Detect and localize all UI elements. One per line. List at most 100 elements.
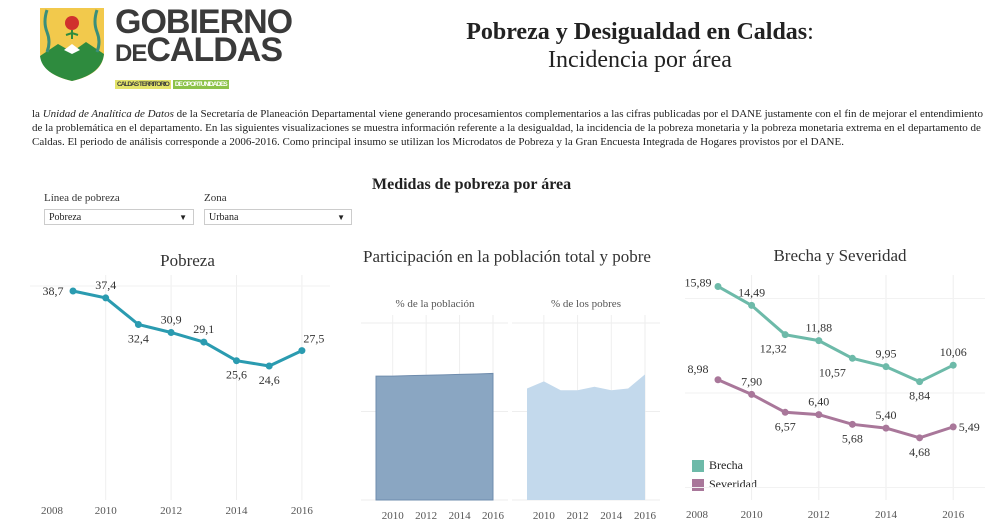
brecha-point bbox=[848, 354, 856, 362]
severidad-line bbox=[717, 378, 954, 440]
x-tick-label: 2012 bbox=[567, 510, 589, 522]
logo-tag1: CALDAS TERRITORIO bbox=[115, 80, 171, 89]
pobreza-point bbox=[265, 362, 273, 370]
pobreza-point bbox=[167, 328, 175, 336]
brecha-point bbox=[714, 282, 722, 290]
pobreza-point bbox=[200, 338, 208, 346]
brecha-point bbox=[815, 337, 823, 345]
pobreza-point bbox=[298, 347, 306, 355]
x-tick-label: 2016 bbox=[942, 509, 965, 521]
legend-swatch-brecha bbox=[692, 460, 704, 473]
pobreza-point bbox=[233, 357, 240, 365]
intro-paragraph: la Unidad de Analítica de Datos de la Se… bbox=[32, 107, 992, 149]
participacion-chart-title: Participación en la población total y po… bbox=[363, 247, 651, 266]
logo bbox=[38, 6, 106, 87]
severidad-point bbox=[882, 424, 890, 432]
legend-swatch-severidad bbox=[692, 479, 704, 492]
section-title: Medidas de pobreza por área bbox=[372, 176, 572, 193]
title-main: Pobreza y Desigualdad en Caldas bbox=[466, 19, 808, 45]
x-tick-label: 2014 bbox=[226, 505, 249, 517]
pobreza-point bbox=[102, 294, 110, 302]
logo-line2: CALDAS bbox=[146, 31, 283, 69]
intro-italic: Unidad de Analítica de Datos bbox=[42, 108, 174, 120]
x-tick-label: 2016 bbox=[291, 505, 314, 517]
caldas-shield-icon bbox=[40, 8, 104, 81]
severidad-data-label: 6,57 bbox=[775, 419, 796, 433]
zona-select[interactable]: Urbana ▼ bbox=[204, 209, 352, 225]
chevron-down-icon: ▼ bbox=[179, 213, 187, 222]
x-tick-label: 2016 bbox=[634, 510, 657, 522]
brecha-data-label: 15,89 bbox=[685, 275, 712, 289]
chevron-down-icon: ▼ bbox=[337, 213, 345, 222]
severidad-data-label: 5,40 bbox=[876, 408, 897, 422]
brecha-point bbox=[916, 378, 924, 386]
brecha-point bbox=[781, 331, 789, 339]
x-tick-label: 2010 bbox=[95, 505, 118, 517]
page-title: Pobreza y Desigualdad en Caldas: Inciden… bbox=[400, 18, 880, 74]
legend-label-brecha: Brecha bbox=[709, 458, 743, 472]
severidad-point bbox=[916, 434, 924, 442]
page-subtitle: Incidencia por área bbox=[548, 47, 732, 73]
intro-text: de la Secretaría de Planeación Departame… bbox=[32, 108, 983, 148]
severidad-point bbox=[714, 376, 722, 384]
area-poblacion bbox=[375, 372, 494, 501]
intro-prefix: la bbox=[32, 108, 43, 120]
x-tick-label: 2014 bbox=[449, 510, 472, 522]
x-tick-label: 2014 bbox=[600, 510, 623, 522]
brecha-point bbox=[748, 301, 756, 309]
brecha-data-label: 10,06 bbox=[940, 345, 967, 359]
brecha-data-label: 9,95 bbox=[876, 347, 897, 361]
linea-select[interactable]: Pobreza ▼ bbox=[44, 209, 194, 225]
zona-value: Urbana bbox=[209, 212, 239, 223]
brecha-data-label: 11,88 bbox=[806, 321, 833, 335]
severidad-data-label: 7,90 bbox=[741, 374, 762, 388]
severidad-data-label: 5,68 bbox=[842, 431, 863, 445]
brecha-line bbox=[717, 285, 954, 384]
pobreza-data-label: 25,6 bbox=[226, 368, 247, 382]
pobreza-data-label: 38,7 bbox=[43, 284, 64, 298]
pobreza-point bbox=[134, 321, 142, 329]
logo-de: DE bbox=[115, 40, 147, 67]
pobreza-data-label: 24,6 bbox=[259, 373, 280, 387]
x-tick-label: 2012 bbox=[160, 505, 182, 517]
logo-line1: GOBIERNO bbox=[115, 3, 293, 41]
pobreza-data-label: 32,4 bbox=[128, 332, 149, 346]
logo-tag2: DE OPORTUNIDADES bbox=[172, 80, 229, 89]
severidad-point bbox=[748, 390, 756, 398]
x-tick-label: 2010 bbox=[382, 510, 405, 522]
pobreza-data-label: 37,4 bbox=[95, 278, 116, 292]
severidad-point bbox=[848, 420, 856, 428]
pobreza-point bbox=[69, 287, 77, 295]
x-tick-label: 2014 bbox=[875, 509, 898, 521]
x-tick-label: 2010 bbox=[533, 510, 556, 522]
panel-label-poblacion: % de la población bbox=[395, 298, 475, 310]
pobreza-data-label: 29,1 bbox=[193, 322, 214, 336]
severidad-data-label: 5,49 bbox=[959, 420, 980, 434]
brecha-data-label: 8,84 bbox=[909, 389, 930, 403]
severidad-point bbox=[949, 423, 957, 431]
x-tick-label: 2016 bbox=[482, 510, 505, 522]
brecha-data-label: 10,57 bbox=[819, 365, 846, 379]
severidad-point bbox=[781, 408, 789, 416]
severidad-data-label: 6,40 bbox=[808, 395, 829, 409]
brecha-data-label: 12,32 bbox=[760, 342, 787, 356]
zona-label: Zona bbox=[204, 192, 227, 204]
linea-label: Línea de pobreza bbox=[44, 192, 120, 204]
logo-wordmark: GOBIERNO DECALDAS CALDAS TERRITORIO DE OP… bbox=[115, 3, 293, 90]
title-colon: : bbox=[807, 19, 814, 45]
brecha-point bbox=[949, 361, 957, 369]
x-tick-label: 2012 bbox=[415, 510, 437, 522]
pobreza-data-label: 30,9 bbox=[161, 312, 182, 326]
x-tick-label: 2012 bbox=[808, 509, 830, 521]
area-pobres bbox=[527, 374, 645, 500]
severidad-point bbox=[815, 411, 823, 419]
pobreza-chart-title: Pobreza bbox=[160, 251, 215, 270]
legend-item-brecha[interactable]: Brecha bbox=[692, 458, 757, 477]
brecha-chart-title: Brecha y Severidad bbox=[773, 246, 907, 265]
brecha-data-label: 14,49 bbox=[738, 285, 765, 299]
severidad-data-label: 4,68 bbox=[909, 445, 930, 459]
pobreza-line bbox=[72, 289, 303, 368]
x-tick-label: 2008 bbox=[41, 505, 64, 517]
panel-label-pobres: % de los pobres bbox=[551, 298, 621, 310]
